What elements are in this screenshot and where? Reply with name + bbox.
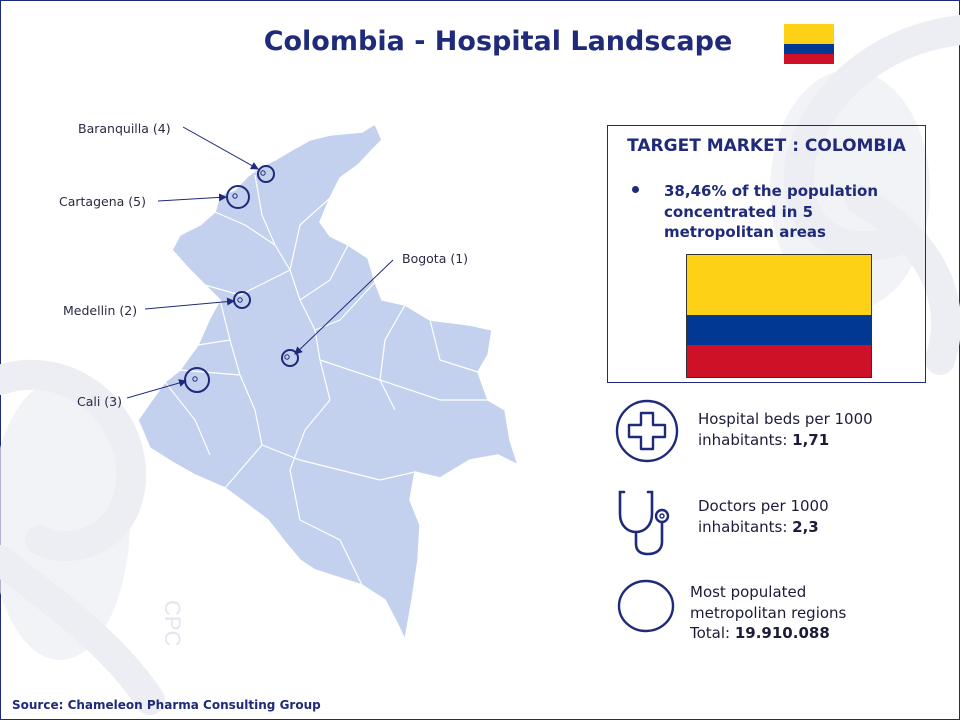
doctors-stat: Doctors per 1000 inhabitants: 2,3	[698, 496, 888, 537]
city-label-bogota: Bogota (1)	[402, 251, 469, 266]
flag-red-stripe	[784, 54, 834, 64]
circle-icon	[617, 579, 675, 633]
baranquilla-marker[interactable]	[257, 165, 275, 183]
bullet-icon	[632, 186, 639, 193]
city-label-cartagena: Cartagena (5)	[59, 194, 146, 209]
colombia-shape	[137, 122, 520, 643]
city-label-medellin: Medellin (2)	[63, 303, 138, 318]
medical-cross-icon	[615, 399, 679, 463]
doctors-value: 2,3	[792, 517, 819, 536]
bogota-dot	[284, 354, 290, 360]
hospital-beds-stat: Hospital beds per 1000 inhabitants: 1,71	[698, 409, 928, 450]
city-label-cali: Cali (3)	[77, 394, 123, 409]
cali-dot	[192, 376, 198, 382]
colombia-flag-large	[686, 254, 872, 378]
bogota-callout	[294, 259, 394, 355]
cartagena-marker[interactable]	[226, 185, 250, 209]
baranquilla-callout	[182, 126, 259, 170]
medellin-callout	[144, 297, 235, 310]
cartagena-callout	[157, 193, 227, 202]
metropolitan-regions-stat: Most populated metropolitan regions Tota…	[690, 582, 880, 644]
city-label-baranquilla: Baranquilla (4)	[78, 121, 171, 136]
stethoscope-icon	[618, 490, 670, 556]
target-market-box: TARGET MARKET : COLOMBIA 38,46% of the p…	[607, 125, 926, 383]
medellin-dot	[237, 297, 243, 303]
flag-blue-stripe	[784, 44, 834, 54]
metropolitan-regions-label: Most populated metropolitan regions Tota…	[690, 583, 847, 642]
flag-yellow-stripe	[687, 255, 871, 315]
hospital-beds-value: 1,71	[792, 430, 830, 449]
source-note: Source: Chameleon Pharma Consulting Grou…	[12, 698, 321, 712]
target-market-title: TARGET MARKET : COLOMBIA	[627, 136, 906, 156]
metropolitan-regions-value: 19.910.088	[734, 624, 830, 642]
bogota-marker[interactable]	[281, 349, 299, 367]
page-title: Colombia - Hospital Landscape	[263, 26, 733, 57]
colombia-flag-small	[784, 24, 834, 64]
baranquilla-dot	[260, 170, 266, 176]
flag-yellow-stripe	[784, 24, 834, 44]
cartagena-dot	[232, 193, 238, 199]
population-concentration-text: 38,46% of the population concentrated in…	[664, 182, 879, 241]
hospital-beds-label: Hospital beds per 1000 inhabitants:	[698, 410, 873, 449]
flag-blue-stripe	[687, 315, 871, 345]
svg-text:CPC: CPC	[160, 600, 185, 647]
doctors-label: Doctors per 1000 inhabitants:	[698, 497, 829, 536]
cali-callout	[126, 379, 187, 399]
flag-red-stripe	[687, 345, 871, 377]
